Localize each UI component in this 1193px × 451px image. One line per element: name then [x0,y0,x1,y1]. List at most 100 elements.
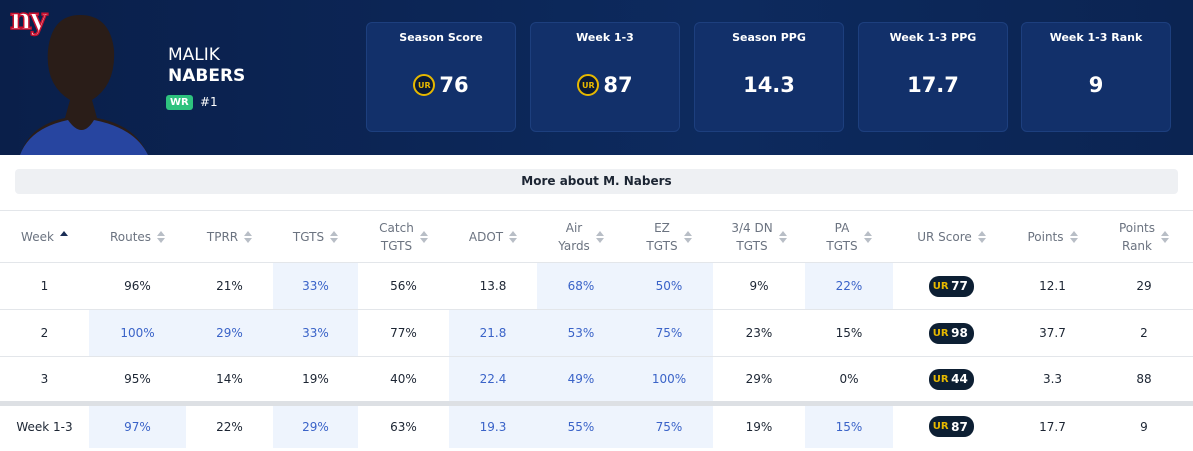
table-cell: 19% [713,401,805,448]
card-label: Season PPG [732,31,806,44]
sort-icon[interactable] [244,230,253,243]
table-cell: 13.8 [449,262,537,310]
sort-icon[interactable] [683,230,692,243]
table-cell: 33% [273,309,358,357]
column-header[interactable]: ADOT [449,210,537,263]
column-header[interactable]: PA TGTS [805,210,893,263]
cell-text: 15% [835,419,863,434]
header-row: Week Routes TPRR TGTS Catch TGTS ADOT Air Yards E… [0,210,1193,263]
table-cell: 75% [625,309,713,357]
cell-text: 33% [302,326,329,340]
header-line: Rank [1122,238,1152,253]
player-photo [20,15,148,155]
ur-logo: UR [932,327,949,339]
column-header[interactable]: Routes [89,210,186,263]
table-row: Week 1-3 97% 22% 29% 63% 19.3 55% 75% 19% 15% UR 87… [0,401,1193,448]
sort-icon[interactable] [977,230,986,243]
cell-text: 29% [302,419,329,434]
card-value: 14.3 [743,73,795,97]
column-header[interactable]: EZ TGTS [625,210,713,263]
table-cell: 9 [1095,401,1193,448]
stat-card: Week 1-3 PPG 17.7 [858,22,1008,132]
header-line: UR Score [917,229,972,244]
sort-icon[interactable] [595,230,604,243]
cell-text: 2 [1140,326,1148,340]
cell-text: 3.3 [1042,372,1063,386]
header-content: Week [1,228,88,246]
header-content: UR Score [894,228,1009,246]
table-cell: 77% [358,309,449,357]
sort-icon[interactable] [1161,230,1170,243]
table-cell: 33% [273,262,358,310]
table-cell: 1 [0,262,89,310]
header-text: Air Yards [558,219,590,255]
header-line: TGTS [646,238,678,253]
sort-icon[interactable] [330,230,339,243]
header-line: TGTS [292,229,325,244]
column-header[interactable]: TPRR [186,210,273,263]
ur-score-badge: UR 44 [929,368,974,390]
sort-icon[interactable] [863,230,872,243]
table-cell: 15% [805,401,893,448]
cell-text: 49% [567,372,595,386]
column-header[interactable]: TGTS [273,210,358,263]
ur-score: 44 [951,372,968,386]
table-cell: 29% [273,401,358,448]
table-row: 3 95% 14% 19% 40% 22.4 49% 100% 29% 0% UR 44 3.3 88 [0,356,1193,404]
header-text: Points Rank [1119,219,1155,255]
cell-text: 17.7 [1039,419,1066,434]
cell-text: 29 [1136,279,1152,293]
header-content: EZ TGTS [626,219,712,255]
table-cell: 22% [186,401,273,448]
cell-text: 19% [745,419,773,434]
position-rank: #1 [200,95,218,109]
table-cell: 2 [0,309,89,357]
cell-text: 53% [567,326,595,340]
sort-icon[interactable] [59,230,68,243]
table-cell: 100% [625,356,713,404]
sort-icon[interactable] [778,230,787,243]
table-cell: UR 98 [893,309,1010,357]
sort-icon[interactable] [509,230,518,243]
sort-icon[interactable] [419,230,428,243]
header-text: 3/4 DN TGTS [731,219,772,255]
table-cell: 14% [186,356,273,404]
header-content: Air Yards [538,219,624,255]
cell-text: 29% [216,326,243,340]
cell-text: 1 [40,279,49,293]
cell-text: 50% [655,279,683,293]
table-cell: 96% [89,262,186,310]
column-header[interactable]: 3/4 DN TGTS [713,210,805,263]
table-cell: 22% [805,262,893,310]
header-text: Catch TGTS [379,219,414,255]
header-content: 3/4 DN TGTS [714,219,804,255]
column-header[interactable]: Points Rank [1095,210,1193,263]
sort-icon[interactable] [157,230,166,243]
table-cell: 19.3 [449,401,537,448]
column-header[interactable]: Air Yards [537,210,625,263]
table-cell: 88 [1095,356,1193,404]
stat-card: Week 1-3 UR 87 [530,22,680,132]
card-label: Week 1-3 PPG [889,31,977,44]
table-body: 1 96% 21% 33% 56% 13.8 68% 50% 9% 22% UR 77 12.1 29 2 1… [0,262,1193,448]
header-text: PA TGTS [826,219,857,255]
table-row: 1 96% 21% 33% 56% 13.8 68% 50% 9% 22% UR 77 12.1 29 [0,262,1193,310]
table-cell: 37.7 [1010,309,1095,357]
last-name: NABERS [168,66,246,86]
table-cell: UR 44 [893,356,1010,404]
table-cell: 15% [805,309,893,357]
column-header[interactable]: Catch TGTS [358,210,449,263]
cell-text: 33% [302,279,329,293]
header-text: EZ TGTS [646,219,677,255]
column-header[interactable]: Week [0,210,89,263]
sort-icon[interactable] [1069,230,1078,243]
cell-text: 100% [120,326,155,340]
table-cell: 49% [537,356,625,404]
stats-table: Week Routes TPRR TGTS Catch TGTS ADOT Air Yards E… [0,210,1193,448]
column-header[interactable]: UR Score [893,210,1010,263]
ur-score: 77 [951,279,968,293]
more-button[interactable]: More about M. Nabers [15,169,1178,194]
column-header[interactable]: Points [1010,210,1095,263]
cell-text: 37.7 [1039,326,1066,340]
cell-text: 97% [124,419,151,434]
